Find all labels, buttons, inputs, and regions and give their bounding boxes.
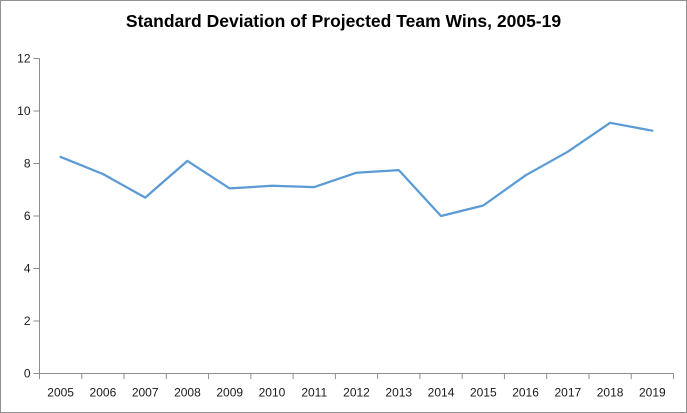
y-tick-label: 10 (17, 104, 31, 118)
chart-title: Standard Deviation of Projected Team Win… (125, 11, 562, 31)
x-tick-label: 2013 (385, 386, 412, 400)
y-tick-label: 2 (24, 314, 31, 328)
x-tick-label: 2009 (216, 386, 243, 400)
y-tick-label: 6 (24, 209, 31, 223)
x-tick-label: 2005 (47, 386, 74, 400)
x-tick-label: 2012 (343, 386, 370, 400)
x-tick-label: 2016 (512, 386, 539, 400)
x-tick-label: 2007 (132, 386, 159, 400)
x-tick-label: 2014 (428, 386, 455, 400)
y-tick-label: 0 (24, 367, 31, 381)
y-tick-label: 12 (17, 52, 31, 66)
x-tick-label: 2015 (470, 386, 497, 400)
x-tick-label: 2006 (90, 386, 117, 400)
x-tick-label: 2019 (639, 386, 666, 400)
x-tick-label: 2010 (259, 386, 286, 400)
x-tick-label: 2017 (554, 386, 581, 400)
y-tick-label: 4 (24, 262, 31, 276)
x-tick-label: 2018 (597, 386, 624, 400)
series-line (59, 121, 654, 218)
x-tick-label: 2011 (301, 386, 327, 400)
y-tick-label: 8 (24, 157, 31, 171)
x-tick-label: 2008 (174, 386, 201, 400)
